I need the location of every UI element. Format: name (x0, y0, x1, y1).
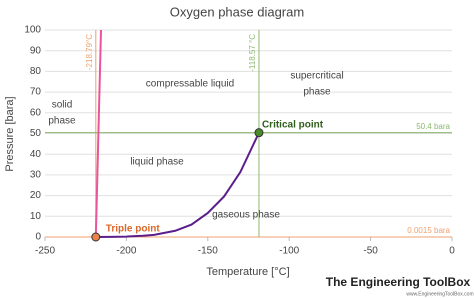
x-tick-label: 0 (449, 246, 455, 257)
watermark-url: www.EngineeringToolBox.com (406, 291, 473, 297)
point (254, 128, 264, 138)
point-label: Triple point (106, 224, 161, 235)
watermark: The Engineering ToolBox (326, 275, 471, 289)
y-tick-label: 70 (30, 87, 42, 98)
region-label: gaseous phase (212, 210, 280, 221)
x-tick-label: -150 (198, 246, 218, 257)
y-tick-label: 90 (30, 45, 42, 56)
x-tick-label: -100 (279, 246, 299, 257)
y-tick-label: 40 (30, 149, 42, 160)
y-tick-label: 50 (30, 128, 42, 139)
region-label: phase (48, 116, 76, 127)
point-label: Critical point (262, 119, 324, 130)
reference-label: -218.79°C (85, 34, 94, 70)
x-tick-label: -200 (116, 246, 136, 257)
reference-label: -118.57 °C (248, 34, 257, 72)
y-tick-label: 100 (24, 25, 41, 36)
region-label: supercritical (290, 71, 343, 82)
x-tick-label: -250 (35, 246, 55, 257)
y-tick-label: 0 (35, 232, 41, 243)
chart-title: Oxygen phase diagram (170, 4, 304, 19)
y-tick-label: 80 (30, 66, 42, 77)
y-tick-label: 20 (30, 190, 42, 201)
region-label: solid (52, 100, 73, 111)
x-tick-label: -50 (363, 246, 378, 257)
y-axis-label: Pressure [bara] (4, 96, 16, 171)
curve (95, 132, 260, 238)
region-label: liquid phase (130, 157, 184, 168)
curve (94, 29, 102, 238)
y-tick-label: 30 (30, 170, 42, 181)
reference-label: 0.0015 bara (407, 226, 450, 235)
y-tick-label: 60 (30, 107, 42, 118)
x-axis-label: Temperature [°C] (206, 266, 289, 278)
reference-label: 50.4 bara (416, 122, 450, 131)
region-label: phase (303, 87, 331, 98)
y-tick-label: 10 (30, 211, 42, 222)
point (91, 232, 101, 242)
region-label: compressable liquid (146, 79, 234, 90)
